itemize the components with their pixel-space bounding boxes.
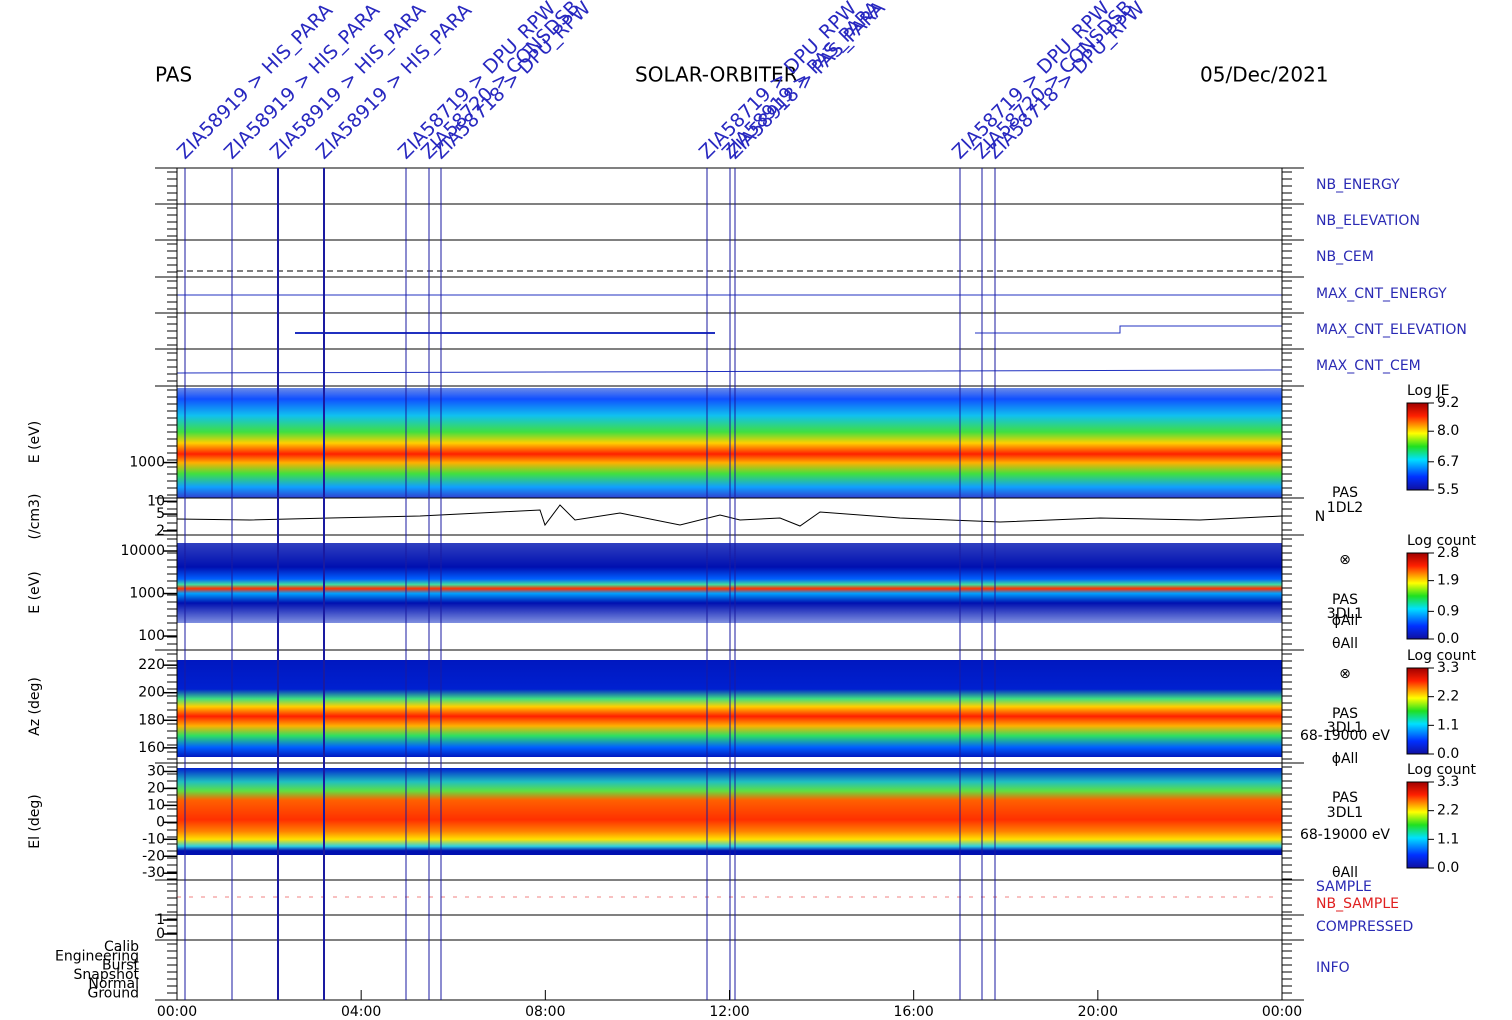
colorbar-tick-label: 0.9 (1437, 603, 1459, 619)
info-level: Calib (104, 939, 139, 955)
panel-label: NB_SAMPLE (1316, 896, 1399, 912)
side-note: PAS (1332, 485, 1358, 501)
colorbar-tick-label: 1.1 (1437, 831, 1459, 847)
colorbar-tick-label: 2.2 (1437, 803, 1459, 819)
info-level: Burst (102, 958, 140, 974)
x-tick-label: 12:00 (709, 1004, 749, 1020)
y-tick-label: -10 (142, 831, 165, 847)
colorbar-tick-label: 6.7 (1437, 454, 1459, 470)
y-tick-label: 2 (156, 523, 165, 539)
y-tick-label: 100 (138, 628, 165, 644)
info-level: Snapshot (74, 967, 140, 983)
side-note: PAS (1332, 706, 1358, 722)
panel-label: NB_ELEVATION (1316, 213, 1420, 229)
colorbar-tick-label: 1.1 (1437, 717, 1459, 733)
y-tick-label: 20 (147, 780, 165, 796)
colorbar-tick-label: 2.8 (1437, 545, 1459, 561)
colorbar (1406, 402, 1429, 491)
y-tick-label: 10 (147, 493, 165, 509)
panel-label: MAX_CNT_ENERGY (1316, 286, 1447, 302)
panel-label: COMPRESSED (1316, 919, 1413, 935)
y-tick-label: 1000 (129, 455, 165, 471)
colorbar-title: Log count (1407, 648, 1476, 664)
colorbar-tick-label: 9.2 (1437, 395, 1459, 411)
side-note: 68-19000 eV (1300, 827, 1390, 843)
header-right: 05/Dec/2021 (1200, 63, 1329, 87)
side-note: 3DL1 (1327, 606, 1363, 622)
side-note: ϕAll (1332, 613, 1359, 629)
side-note: 68-19000 eV (1300, 728, 1390, 744)
panel-label: INFO (1316, 960, 1350, 976)
panel-label: SAMPLE (1316, 879, 1372, 895)
y-tick-label: 180 (138, 712, 165, 728)
axis-title: El (deg) (27, 794, 43, 849)
side-note: θAll (1332, 636, 1358, 652)
side-note: N (1315, 509, 1325, 525)
side-note: 3DL1 (1327, 805, 1363, 821)
header-left: PAS (155, 63, 192, 87)
colorbar-title: Log JE (1407, 383, 1449, 399)
colorbar-title: Log count (1407, 762, 1476, 778)
x-tick-label: 20:00 (1078, 1004, 1118, 1020)
y-tick-label: -30 (142, 865, 165, 881)
colorbar-tick-label: 8.0 (1437, 423, 1459, 439)
axis-title: E (eV) (27, 421, 43, 463)
y-tick-label: 1000 (129, 586, 165, 602)
side-note: ⊗ (1339, 552, 1351, 568)
y-tick-label: 10000 (120, 543, 165, 559)
colorbar (1406, 781, 1429, 869)
y-tick-label: 0 (156, 814, 165, 830)
info-level: Ground (88, 986, 140, 1002)
event-label: ZIA58719 > DPU_RPW (948, 0, 1114, 164)
panel-label: MAX_CNT_ELEVATION (1316, 322, 1467, 338)
colorbar-tick-label: 2.2 (1437, 689, 1459, 705)
trace (975, 325, 1282, 334)
y-tick-label: 30 (147, 763, 165, 779)
axis-title: Az (deg) (27, 677, 43, 736)
colorbar-tick-label: 1.9 (1437, 573, 1459, 589)
y-tick-label: 0 (156, 926, 165, 942)
header-center: SOLAR-ORBITER (635, 63, 798, 87)
info-level: Normal (88, 976, 139, 992)
colorbar-tick-label: 3.3 (1437, 660, 1459, 676)
colorbar-tick-label: 0.0 (1437, 631, 1459, 647)
side-note: PAS (1332, 790, 1358, 806)
y-tick-label: 10 (147, 797, 165, 813)
side-note: 1DL2 (1327, 500, 1363, 516)
panel-label: NB_ENERGY (1316, 177, 1400, 193)
axis-title: E (eV) (27, 571, 43, 613)
colorbar-tick-label: 0.0 (1437, 746, 1459, 762)
x-tick-label: 16:00 (893, 1004, 933, 1020)
info-level: Engineering (55, 948, 139, 964)
side-note: ⊗ (1339, 666, 1351, 682)
y-tick-label: -20 (142, 848, 165, 864)
side-note: ϕAll (1332, 751, 1359, 767)
side-note: PAS (1332, 592, 1358, 608)
side-note: θAll (1332, 865, 1358, 881)
colorbar (1406, 552, 1429, 640)
event-label: ZIA58718 > DPU_RPW (983, 0, 1149, 164)
y-tick-label: 1 (156, 912, 165, 928)
density-line (176, 504, 1283, 527)
axis-title: (/cm3) (27, 494, 43, 540)
colorbar-tick-label: 5.5 (1437, 482, 1459, 498)
y-tick-label: 220 (138, 657, 165, 673)
x-tick-label: 04:00 (341, 1004, 381, 1020)
colorbar-tick-label: 3.3 (1437, 774, 1459, 790)
panel-label: NB_CEM (1316, 249, 1374, 265)
y-tick-label: 200 (138, 685, 165, 701)
colorbar (1406, 667, 1429, 755)
y-tick-label: 5 (156, 506, 165, 522)
x-tick-label: 00:00 (157, 1004, 197, 1020)
colorbar-tick-label: 0.0 (1437, 860, 1459, 876)
x-tick-label: 08:00 (525, 1004, 565, 1020)
panel-label: MAX_CNT_CEM (1316, 358, 1421, 374)
side-note: 3DL1 (1327, 720, 1363, 736)
colorbar-title: Log count (1407, 533, 1476, 549)
x-tick-label: 00:00 (1262, 1004, 1302, 1020)
y-tick-label: 160 (138, 740, 165, 756)
